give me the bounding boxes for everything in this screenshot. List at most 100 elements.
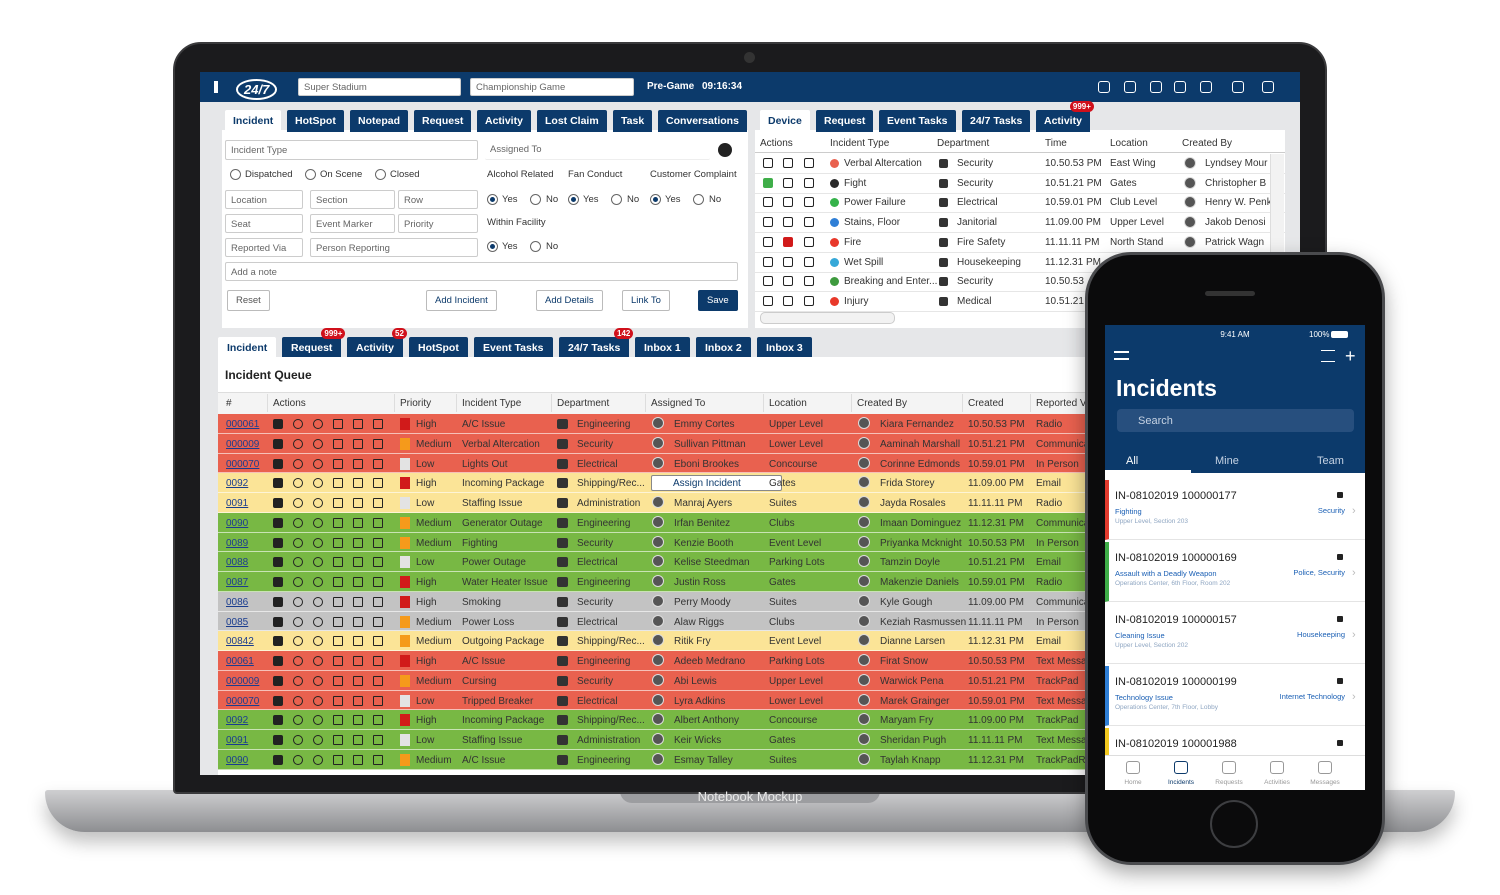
incident-id[interactable]: 0090 [226,754,249,766]
row-action[interactable] [373,754,383,765]
row-action[interactable] [353,438,363,449]
row-action[interactable] [373,735,383,745]
header-icon[interactable] [1098,81,1110,93]
row-action[interactable] [273,656,283,666]
incident-id[interactable]: 000009 [226,675,260,687]
row-action[interactable] [313,557,323,568]
incident-card[interactable] [1105,542,1365,602]
incident-id[interactable]: 0087 [226,577,249,588]
row-action[interactable] [333,557,343,568]
device-action[interactable] [763,197,773,208]
device-action[interactable] [804,158,814,168]
incident-id[interactable]: 000070 [226,695,260,707]
queue-tab[interactable]: Inbox 2 [696,337,751,359]
incident-id[interactable]: 00842 [226,636,254,648]
queue-tab[interactable]: HotSpot [409,337,468,359]
device-action[interactable] [804,295,814,306]
row-action[interactable] [333,419,343,429]
queue-row[interactable] [218,552,1300,572]
row-action[interactable] [293,695,303,706]
device-tab[interactable]: Device [760,110,810,132]
row-action[interactable] [353,458,363,469]
menu-icon[interactable] [1114,351,1129,360]
search-box[interactable] [1117,409,1354,432]
row-action[interactable] [333,517,343,528]
row-action[interactable] [293,616,303,627]
form-tab[interactable]: Notepad [350,110,408,132]
form-tab[interactable]: HotSpot [287,110,344,132]
queue-row[interactable] [218,651,1300,671]
form-tab[interactable]: Lost Claim [537,110,607,132]
incident-id[interactable]: 000061 [226,419,260,430]
filter-icon[interactable] [1321,350,1335,362]
incident-id[interactable]: 0086 [226,596,249,608]
queue-tab[interactable]: Inbox 3 [757,337,812,359]
nav-label[interactable]: Home [1124,779,1142,786]
yes-radio[interactable] [487,194,498,205]
field[interactable]: Seat [225,214,303,233]
device-action[interactable] [804,197,814,208]
nav-icon[interactable] [1174,761,1188,774]
queue-tab[interactable]: 24/7 Tasks 142 [559,328,634,359]
row-action[interactable] [293,537,303,548]
row-action[interactable] [333,675,343,686]
row-action[interactable] [373,438,383,449]
row-action[interactable] [313,675,323,686]
row-action[interactable] [333,735,343,745]
row-action[interactable] [313,735,323,745]
queue-row[interactable] [218,730,1300,750]
form-button[interactable]: Save [698,290,738,311]
row-action[interactable] [313,695,323,706]
row-action[interactable] [353,537,363,548]
row-action[interactable] [293,754,303,765]
row-action[interactable] [353,675,363,686]
nav-icon[interactable] [1270,761,1284,774]
row-action[interactable] [333,537,343,548]
device-action[interactable] [804,236,814,247]
row-action[interactable] [293,458,303,469]
row-action[interactable] [353,754,363,765]
row-action[interactable] [373,675,383,686]
venue-select[interactable]: Super Stadium [298,78,461,96]
row-action[interactable] [293,517,303,528]
row-action[interactable] [293,577,303,587]
row-action[interactable] [353,517,363,528]
nav-icon[interactable] [1126,761,1140,774]
incident-id[interactable]: 0085 [226,616,249,628]
nav-icon[interactable] [1222,761,1236,774]
row-action[interactable] [333,577,343,587]
row-action[interactable] [373,695,383,706]
row-action[interactable] [273,695,283,706]
row-action[interactable] [373,656,383,666]
queue-row[interactable] [218,512,1300,533]
no-radio[interactable] [530,241,541,252]
device-action[interactable] [783,256,793,267]
row-action[interactable] [293,438,303,449]
queue-row[interactable] [218,631,1300,651]
queue-row[interactable] [218,611,1300,632]
row-action[interactable] [313,537,323,548]
nav-label[interactable]: Activities [1264,779,1290,786]
device-tab[interactable]: Request [816,110,874,132]
device-action[interactable] [804,217,814,228]
row-action[interactable] [373,458,383,469]
nav-label[interactable]: Messages [1310,779,1340,786]
form-tab[interactable]: Conversations [658,110,747,132]
row-action[interactable] [273,438,283,449]
field[interactable]: Location [225,190,303,209]
field[interactable]: Row [398,190,478,209]
queue-row[interactable] [218,670,1300,691]
yes-radio[interactable] [487,241,498,252]
row-action[interactable] [273,577,283,587]
row-action[interactable] [373,715,383,726]
incident-card[interactable] [1105,666,1365,726]
row-action[interactable] [313,438,323,449]
row-action[interactable] [353,715,363,726]
row-action[interactable] [373,557,383,568]
status-radio[interactable] [305,169,316,180]
no-radio[interactable] [693,194,704,205]
field[interactable]: Section [310,190,395,209]
device-action[interactable] [783,236,793,247]
incident-id[interactable]: 0091 [226,735,249,746]
row-action[interactable] [313,577,323,587]
